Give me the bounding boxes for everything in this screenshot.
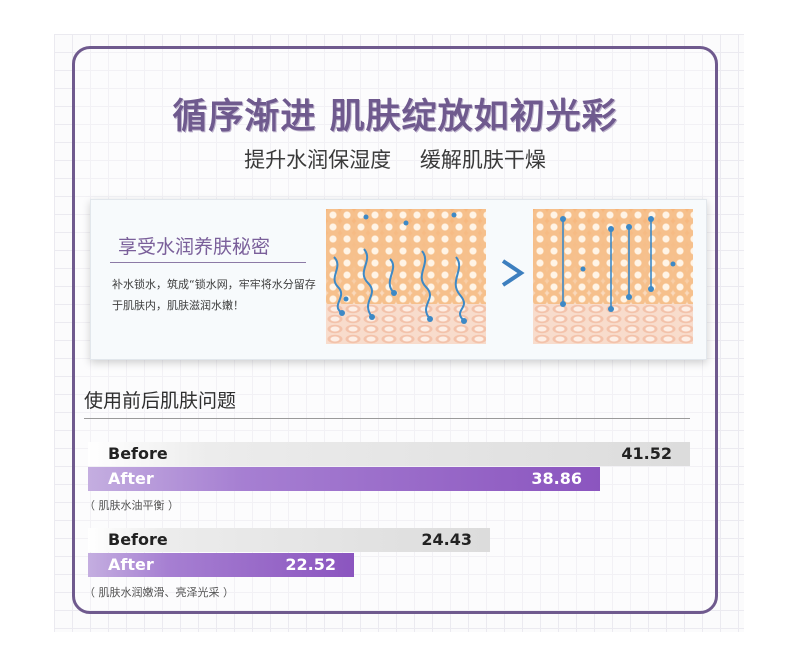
before-label: Before (108, 530, 168, 549)
before-value: 24.43 (421, 530, 472, 549)
before-bar-1: Before 41.52 (88, 442, 690, 466)
panel-description: 补水锁水，筑成“锁水网，牢牢将水分留存于肌肤内，肌肤滋润水嫩！ (112, 278, 316, 312)
result-note-1: （ 肌肤水油平衡 ） (84, 499, 179, 512)
panel-divider (110, 262, 306, 263)
after-bar-1: After 38.86 (88, 467, 600, 491)
results-divider (84, 418, 690, 419)
before-label: Before (108, 444, 168, 463)
before-value: 41.52 (621, 444, 672, 463)
after-value: 22.52 (285, 555, 336, 574)
chevron-right-icon (501, 259, 525, 287)
page-subtitle: 提升水润保湿度 缓解肌肤干燥 (244, 148, 546, 172)
before-bar-2: Before 24.43 (88, 528, 490, 552)
after-label: After (108, 555, 154, 574)
skin-after-illustration (533, 209, 693, 344)
after-value: 38.86 (531, 469, 582, 488)
page-title: 循序渐进 肌肤绽放如初光彩 (172, 97, 618, 137)
panel-title: 享受水润养肤秘密 (118, 236, 271, 258)
after-label: After (108, 469, 154, 488)
results-title: 使用前后肌肤问题 (84, 390, 237, 412)
skin-before-illustration (326, 209, 486, 344)
result-note-2: （ 肌肤水润嫩滑、亮泽光采 ） (84, 586, 234, 599)
after-bar-2: After 22.52 (88, 553, 354, 577)
